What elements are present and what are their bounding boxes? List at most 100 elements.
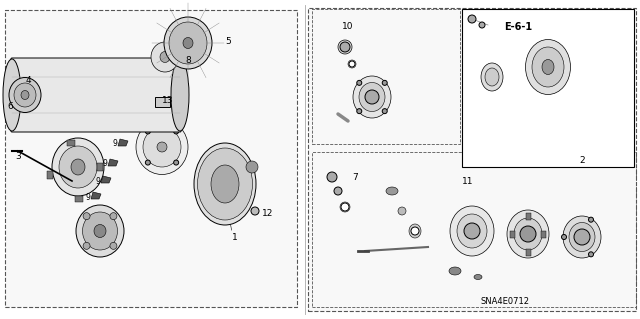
Bar	[47, 171, 53, 179]
Ellipse shape	[359, 83, 385, 112]
Ellipse shape	[14, 83, 36, 107]
Circle shape	[145, 160, 150, 165]
Circle shape	[341, 203, 349, 211]
Bar	[5, 10, 297, 307]
Circle shape	[327, 172, 337, 182]
Ellipse shape	[83, 213, 90, 220]
Text: 9: 9	[102, 160, 108, 168]
Circle shape	[561, 234, 566, 240]
Ellipse shape	[353, 76, 391, 118]
Bar	[75, 196, 83, 202]
Ellipse shape	[59, 146, 97, 188]
Text: 1: 1	[232, 233, 238, 241]
Circle shape	[340, 42, 350, 52]
Text: 3: 3	[15, 152, 21, 161]
Ellipse shape	[569, 222, 595, 251]
Text: 12: 12	[262, 210, 274, 219]
Ellipse shape	[525, 40, 570, 94]
Polygon shape	[91, 192, 101, 199]
Ellipse shape	[474, 275, 482, 279]
Circle shape	[356, 80, 362, 85]
Ellipse shape	[409, 224, 421, 238]
Ellipse shape	[211, 165, 239, 203]
Ellipse shape	[76, 205, 124, 257]
Polygon shape	[101, 176, 111, 183]
Ellipse shape	[340, 202, 350, 212]
Bar	[155, 97, 170, 107]
Text: 13: 13	[163, 97, 173, 106]
Ellipse shape	[110, 242, 117, 249]
Ellipse shape	[485, 68, 499, 86]
Ellipse shape	[481, 63, 503, 91]
Text: E-6-1: E-6-1	[504, 22, 532, 32]
Ellipse shape	[21, 91, 29, 100]
Bar	[525, 212, 531, 219]
Bar	[308, 8, 636, 311]
Text: 8: 8	[185, 56, 191, 65]
Ellipse shape	[157, 142, 167, 152]
Bar	[67, 140, 75, 146]
Circle shape	[411, 227, 419, 235]
Text: 5: 5	[225, 36, 231, 46]
Ellipse shape	[151, 42, 179, 72]
Ellipse shape	[160, 51, 170, 63]
Ellipse shape	[450, 206, 494, 256]
Ellipse shape	[449, 267, 461, 275]
Ellipse shape	[563, 216, 601, 258]
Circle shape	[349, 61, 355, 67]
Ellipse shape	[83, 212, 118, 250]
Circle shape	[382, 109, 387, 114]
Text: 6: 6	[7, 102, 13, 112]
Bar	[511, 231, 515, 238]
Circle shape	[479, 22, 485, 28]
Ellipse shape	[83, 242, 90, 249]
Ellipse shape	[169, 22, 207, 64]
Ellipse shape	[136, 120, 188, 174]
Ellipse shape	[386, 187, 398, 195]
Ellipse shape	[52, 138, 104, 196]
Circle shape	[464, 223, 480, 239]
Polygon shape	[108, 159, 118, 166]
Ellipse shape	[246, 161, 258, 173]
Bar	[541, 231, 545, 238]
Circle shape	[382, 80, 387, 85]
Bar	[525, 249, 531, 256]
Bar	[462, 9, 634, 167]
Ellipse shape	[348, 60, 356, 68]
Ellipse shape	[457, 214, 487, 248]
Text: 2: 2	[579, 157, 585, 166]
Ellipse shape	[194, 143, 256, 225]
Bar	[312, 152, 636, 307]
Ellipse shape	[183, 38, 193, 48]
Ellipse shape	[164, 17, 212, 69]
FancyBboxPatch shape	[11, 58, 181, 132]
Circle shape	[365, 90, 379, 104]
Ellipse shape	[171, 59, 189, 131]
Ellipse shape	[542, 60, 554, 75]
Text: 4: 4	[25, 77, 31, 85]
Circle shape	[589, 217, 593, 222]
Ellipse shape	[398, 207, 406, 215]
Polygon shape	[118, 139, 128, 146]
Text: 7: 7	[352, 173, 358, 182]
Circle shape	[145, 129, 150, 134]
Text: 10: 10	[342, 23, 354, 32]
Circle shape	[589, 252, 593, 257]
Circle shape	[574, 229, 590, 245]
Bar	[312, 9, 460, 144]
Ellipse shape	[338, 40, 352, 54]
Circle shape	[334, 187, 342, 195]
Ellipse shape	[94, 225, 106, 238]
Circle shape	[173, 129, 179, 134]
Ellipse shape	[71, 159, 85, 175]
Ellipse shape	[198, 148, 253, 220]
Circle shape	[251, 207, 259, 215]
Text: 9: 9	[95, 176, 100, 186]
Text: SNA4E0712: SNA4E0712	[481, 296, 529, 306]
Circle shape	[173, 160, 179, 165]
Ellipse shape	[110, 213, 117, 220]
Ellipse shape	[514, 218, 542, 250]
Circle shape	[356, 109, 362, 114]
Bar	[97, 163, 103, 171]
Text: 9: 9	[86, 192, 90, 202]
